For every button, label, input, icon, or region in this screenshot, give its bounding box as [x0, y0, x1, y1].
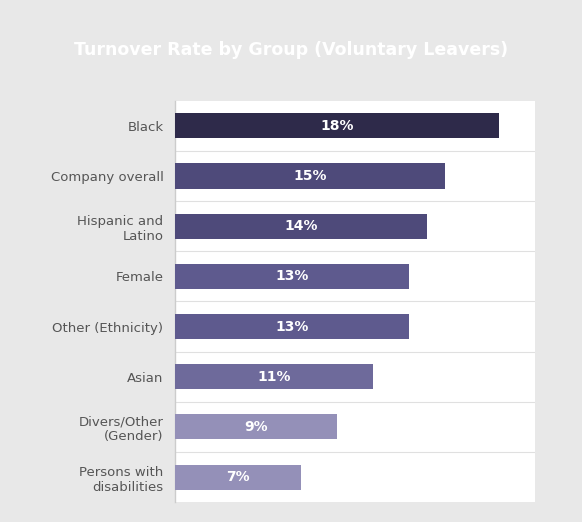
Text: 7%: 7%	[226, 470, 250, 484]
Bar	[175, 414, 337, 440]
Bar	[175, 465, 301, 490]
Bar	[175, 364, 373, 389]
Bar	[175, 314, 409, 339]
Bar	[175, 163, 445, 188]
Text: 13%: 13%	[275, 319, 308, 334]
Text: 15%: 15%	[293, 169, 327, 183]
Text: 9%: 9%	[244, 420, 268, 434]
Bar	[175, 113, 499, 138]
Bar	[175, 213, 427, 239]
Bar	[175, 264, 409, 289]
Text: 14%: 14%	[284, 219, 318, 233]
Text: 11%: 11%	[257, 370, 290, 384]
Text: 18%: 18%	[320, 119, 354, 133]
Text: Turnover Rate by Group (Voluntary Leavers): Turnover Rate by Group (Voluntary Leaver…	[74, 41, 508, 59]
Text: 13%: 13%	[275, 269, 308, 283]
